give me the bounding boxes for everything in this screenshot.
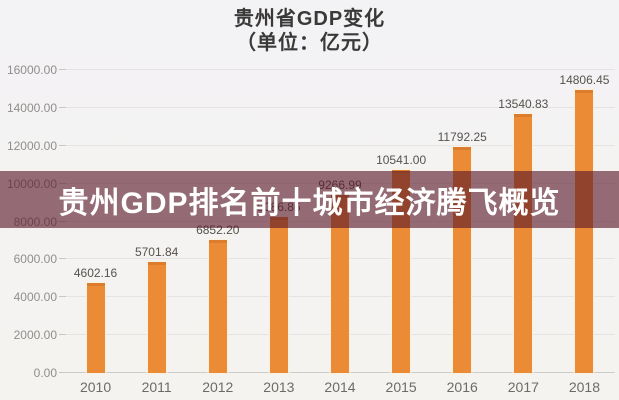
bar-value-label: 5701.84 <box>134 245 179 260</box>
chart-title: 贵州省GDP变化 （单位：亿元） <box>0 7 619 55</box>
headline-text: 贵州GDP排名前十城市经济腾飞概览 <box>58 186 561 220</box>
y-tickmark <box>59 106 66 108</box>
y-axis-label: 6000.00 <box>13 252 57 267</box>
y-axis-label: 2000.00 <box>13 328 57 343</box>
y-tickmark <box>59 296 66 298</box>
bar-value-label: 10541.00 <box>376 153 427 168</box>
y-gridline <box>65 144 615 146</box>
x-axis-label: 2017 <box>507 379 539 395</box>
x-axis-label: 2011 <box>141 379 172 395</box>
y-tickmark <box>59 144 66 146</box>
y-tickmark <box>59 334 66 336</box>
bar-2012 <box>208 240 227 373</box>
headline-banner: 贵州GDP排名前十城市经济腾飞概览 <box>0 171 619 228</box>
bar-2017 <box>514 113 533 373</box>
bar-value-label: 14806.45 <box>559 72 610 87</box>
x-axis-label: 2014 <box>324 379 356 395</box>
x-axis-label: 2010 <box>79 379 112 395</box>
y-axis-label: 0.00 <box>33 366 57 380</box>
x-axis-label: 2015 <box>385 379 417 395</box>
bar-value-label: 11792.25 <box>437 129 487 144</box>
x-axis-label: 2012 <box>202 379 234 395</box>
bar-2010 <box>86 282 105 373</box>
x-axis-label: 2016 <box>446 379 478 395</box>
y-axis-label: 16000.00 <box>6 63 57 77</box>
y-tickmark <box>59 69 66 70</box>
y-axis-label: 12000.00 <box>6 138 57 153</box>
chart-title-line1: 贵州省GDP变化 <box>233 8 386 30</box>
bar-2013 <box>269 216 288 373</box>
y-gridline <box>65 69 615 70</box>
y-axis-label: 4000.00 <box>13 290 57 305</box>
y-axis-label: 14000.00 <box>6 100 57 115</box>
bar-value-label: 4602.16 <box>73 265 118 280</box>
y-gridline <box>65 106 615 108</box>
chart-title-line2: （单位：亿元） <box>236 32 383 54</box>
bar-value-label: 13540.83 <box>498 96 549 111</box>
x-axis-label: 2018 <box>568 379 601 395</box>
bar-2011 <box>147 262 166 373</box>
y-tickmark <box>59 258 66 260</box>
y-tickmark <box>59 372 66 373</box>
bar-2018 <box>575 89 594 373</box>
x-axis-label: 2013 <box>263 379 295 395</box>
